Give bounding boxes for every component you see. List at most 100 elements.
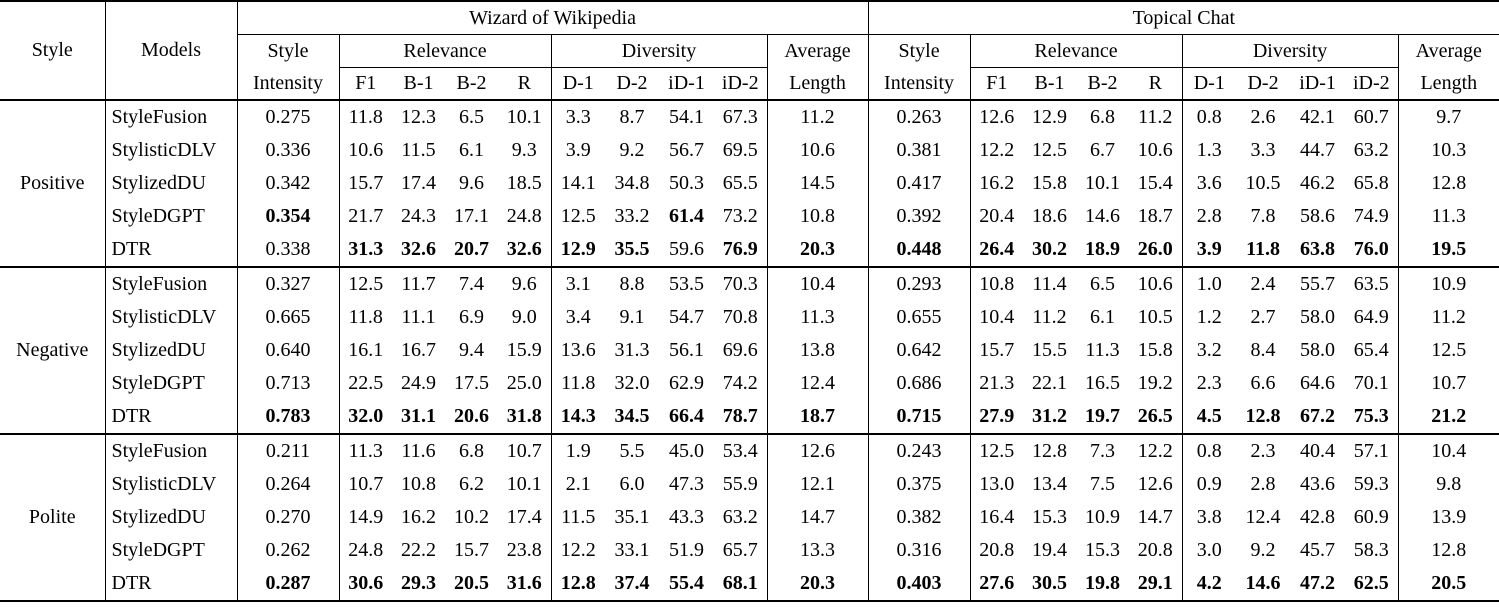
table-row: DTR 0.287 30.6 29.3 20.5 31.6 12.8 37.4 55.4 68.1… bbox=[0, 567, 1499, 601]
metric-value-cell: 56.7 bbox=[669, 139, 704, 161]
metric-value-cell: 11.8 bbox=[338, 301, 392, 334]
metric-value-cell: 10.6 bbox=[1137, 139, 1173, 161]
metric-value-cell: 35.1 bbox=[614, 506, 650, 528]
metric-value-cell: 12.6 bbox=[969, 99, 1024, 134]
metric-value-cell: 7.4 bbox=[445, 266, 498, 301]
metric-value-cell: 15.3 bbox=[1085, 539, 1121, 561]
metric-value-cell: 0.392 bbox=[867, 200, 971, 233]
metric-value-cell: 24.8 bbox=[506, 205, 542, 227]
metric-value-cell: 19.7 bbox=[1085, 405, 1121, 427]
models-column-header: Models bbox=[104, 1, 237, 100]
metric-value-cell: 17.5 bbox=[454, 372, 489, 394]
metric-value-cell: 26.4 bbox=[969, 233, 1024, 267]
metric-value-cell: 17.1 bbox=[454, 205, 489, 227]
metric-value-cell: 11.8 bbox=[1246, 238, 1280, 260]
style-intensity-line2: Intensity bbox=[253, 72, 323, 94]
metric-value-cell: 33.2 bbox=[614, 205, 650, 227]
metric-value-cell: 10.5 bbox=[1245, 172, 1281, 194]
metric-value-cell: 7.5 bbox=[1090, 473, 1116, 495]
metric-value-cell: 12.6 bbox=[766, 433, 869, 468]
metric-value-cell: 3.6 bbox=[1181, 167, 1237, 200]
metric-value-cell: 15.7 bbox=[969, 334, 1024, 367]
tc-relevance-header: Relevance bbox=[969, 34, 1183, 68]
metric-value-cell: 6.2 bbox=[459, 473, 484, 495]
metric-value-cell: 19.4 bbox=[1032, 539, 1068, 561]
metric-value-cell: 54.7 bbox=[669, 306, 704, 328]
metric-value-cell: 2.3 bbox=[1181, 367, 1237, 400]
metric-value-cell: 20.8 bbox=[969, 534, 1024, 567]
metric-value-cell: 0.338 bbox=[236, 233, 339, 267]
metric-value-cell: 12.8 bbox=[1397, 167, 1499, 200]
wow-metric-header-d1: D-1 bbox=[550, 67, 605, 100]
metric-value-cell: 6.6 bbox=[1250, 372, 1276, 394]
table-row: StyleDGPT 0.262 24.8 22.2 15.7 23.8 12.2 33.1 51… bbox=[0, 534, 1499, 567]
table-row: StylisticDLV 0.264 10.7 10.8 6.2 10.1 2.1 6.0 47… bbox=[0, 468, 1499, 501]
metric-value-cell: 74.9 bbox=[1353, 205, 1389, 227]
metric-value-cell: 12.6 bbox=[1137, 473, 1173, 495]
tc-metric-header-d2: D-2 bbox=[1247, 72, 1279, 94]
metric-value-cell: 25.0 bbox=[506, 372, 542, 394]
metric-value-cell: 20.3 bbox=[766, 567, 869, 601]
metric-value-cell: 14.1 bbox=[550, 167, 605, 200]
tc-style-intensity-header: Style Intensity bbox=[867, 34, 971, 100]
metric-value-cell: 65.4 bbox=[1353, 339, 1389, 361]
header-row-datasets: Style Models Wizard of Wikipedia Topical… bbox=[0, 1, 1499, 100]
model-name-cell: StyleFusion bbox=[104, 99, 237, 134]
table-row: StylizedDU 0.270 14.9 16.2 10.2 17.4 11.5 35.1 4… bbox=[0, 501, 1499, 534]
metric-value-cell: 64.9 bbox=[1353, 306, 1389, 328]
model-name-cell: StylisticDLV bbox=[104, 134, 237, 167]
metric-value-cell: 8.4 bbox=[1250, 339, 1276, 361]
metric-value-cell: 16.4 bbox=[969, 501, 1024, 534]
metric-value-cell: 46.2 bbox=[1300, 172, 1336, 194]
metric-value-cell: 17.4 bbox=[401, 172, 436, 194]
style-intensity-line1: Style bbox=[267, 40, 309, 62]
metric-value-cell: 12.4 bbox=[766, 367, 869, 400]
metric-value-cell: 14.7 bbox=[766, 501, 869, 534]
metric-value-cell: 0.293 bbox=[867, 266, 971, 301]
metric-value-cell: 3.9 bbox=[550, 134, 605, 167]
metric-value-cell: 0.327 bbox=[236, 266, 339, 301]
metric-value-cell: 21.3 bbox=[969, 367, 1024, 400]
metric-value-cell: 14.6 bbox=[1245, 572, 1281, 594]
metric-value-cell: 11.1 bbox=[401, 306, 436, 328]
metric-value-cell: 30.6 bbox=[338, 567, 392, 601]
metric-value-cell: 27.6 bbox=[969, 567, 1024, 601]
table-row: Negative StyleFusion 0.327 12.5 11.7 7.4 9.6 3.… bbox=[0, 266, 1499, 434]
metric-value-cell: 14.3 bbox=[550, 400, 605, 434]
metric-value-cell: 0.264 bbox=[236, 468, 339, 501]
average-length-line1: Average bbox=[784, 40, 851, 62]
metric-value-cell: 9.7 bbox=[1397, 99, 1499, 134]
metric-value-cell: 34.8 bbox=[614, 172, 650, 194]
metric-value-cell: 55.9 bbox=[722, 473, 758, 495]
metric-value-cell: 76.0 bbox=[1353, 238, 1389, 260]
metric-value-cell: 6.7 bbox=[1090, 139, 1116, 161]
metric-value-cell: 59.3 bbox=[1353, 473, 1389, 495]
metric-value-cell: 31.2 bbox=[1032, 405, 1068, 427]
metric-value-cell: 56.1 bbox=[669, 339, 704, 361]
metric-value-cell: 11.3 bbox=[1085, 339, 1120, 361]
table-row: DTR 0.338 31.3 32.6 20.7 32.6 12.9 35.5 59.6 76.9… bbox=[0, 233, 1499, 267]
metric-value-cell: 0.270 bbox=[236, 501, 339, 534]
metric-value-cell: 11.2 bbox=[766, 99, 869, 134]
metric-value-cell: 63.2 bbox=[1353, 139, 1389, 161]
metric-value-cell: 10.9 bbox=[1397, 266, 1499, 301]
tc-metric-header-id1: iD-1 bbox=[1299, 72, 1336, 94]
average-length-line2: Length bbox=[789, 72, 846, 94]
metric-value-cell: 16.5 bbox=[1085, 372, 1121, 394]
metric-value-cell: 6.8 bbox=[1076, 99, 1130, 134]
tc-diversity-header: Diversity bbox=[1181, 34, 1399, 68]
metric-value-cell: 12.9 bbox=[550, 233, 605, 267]
metric-value-cell: 12.8 bbox=[1023, 433, 1077, 468]
model-name-cell: DTR bbox=[104, 400, 237, 434]
model-name-cell: StyleFusion bbox=[104, 433, 237, 468]
metric-value-cell: 0.263 bbox=[867, 99, 971, 134]
tc-metric-header-id2: iD-2 bbox=[1352, 72, 1390, 94]
metric-value-cell: 2.3 bbox=[1236, 433, 1291, 468]
metric-value-cell: 10.5 bbox=[1137, 306, 1173, 328]
metric-value-cell: 12.5 bbox=[1397, 334, 1499, 367]
metric-value-cell: 3.8 bbox=[1181, 501, 1237, 534]
metric-value-cell: 10.4 bbox=[969, 301, 1024, 334]
metric-value-cell: 27.9 bbox=[969, 400, 1024, 434]
metric-value-cell: 13.3 bbox=[766, 534, 869, 567]
